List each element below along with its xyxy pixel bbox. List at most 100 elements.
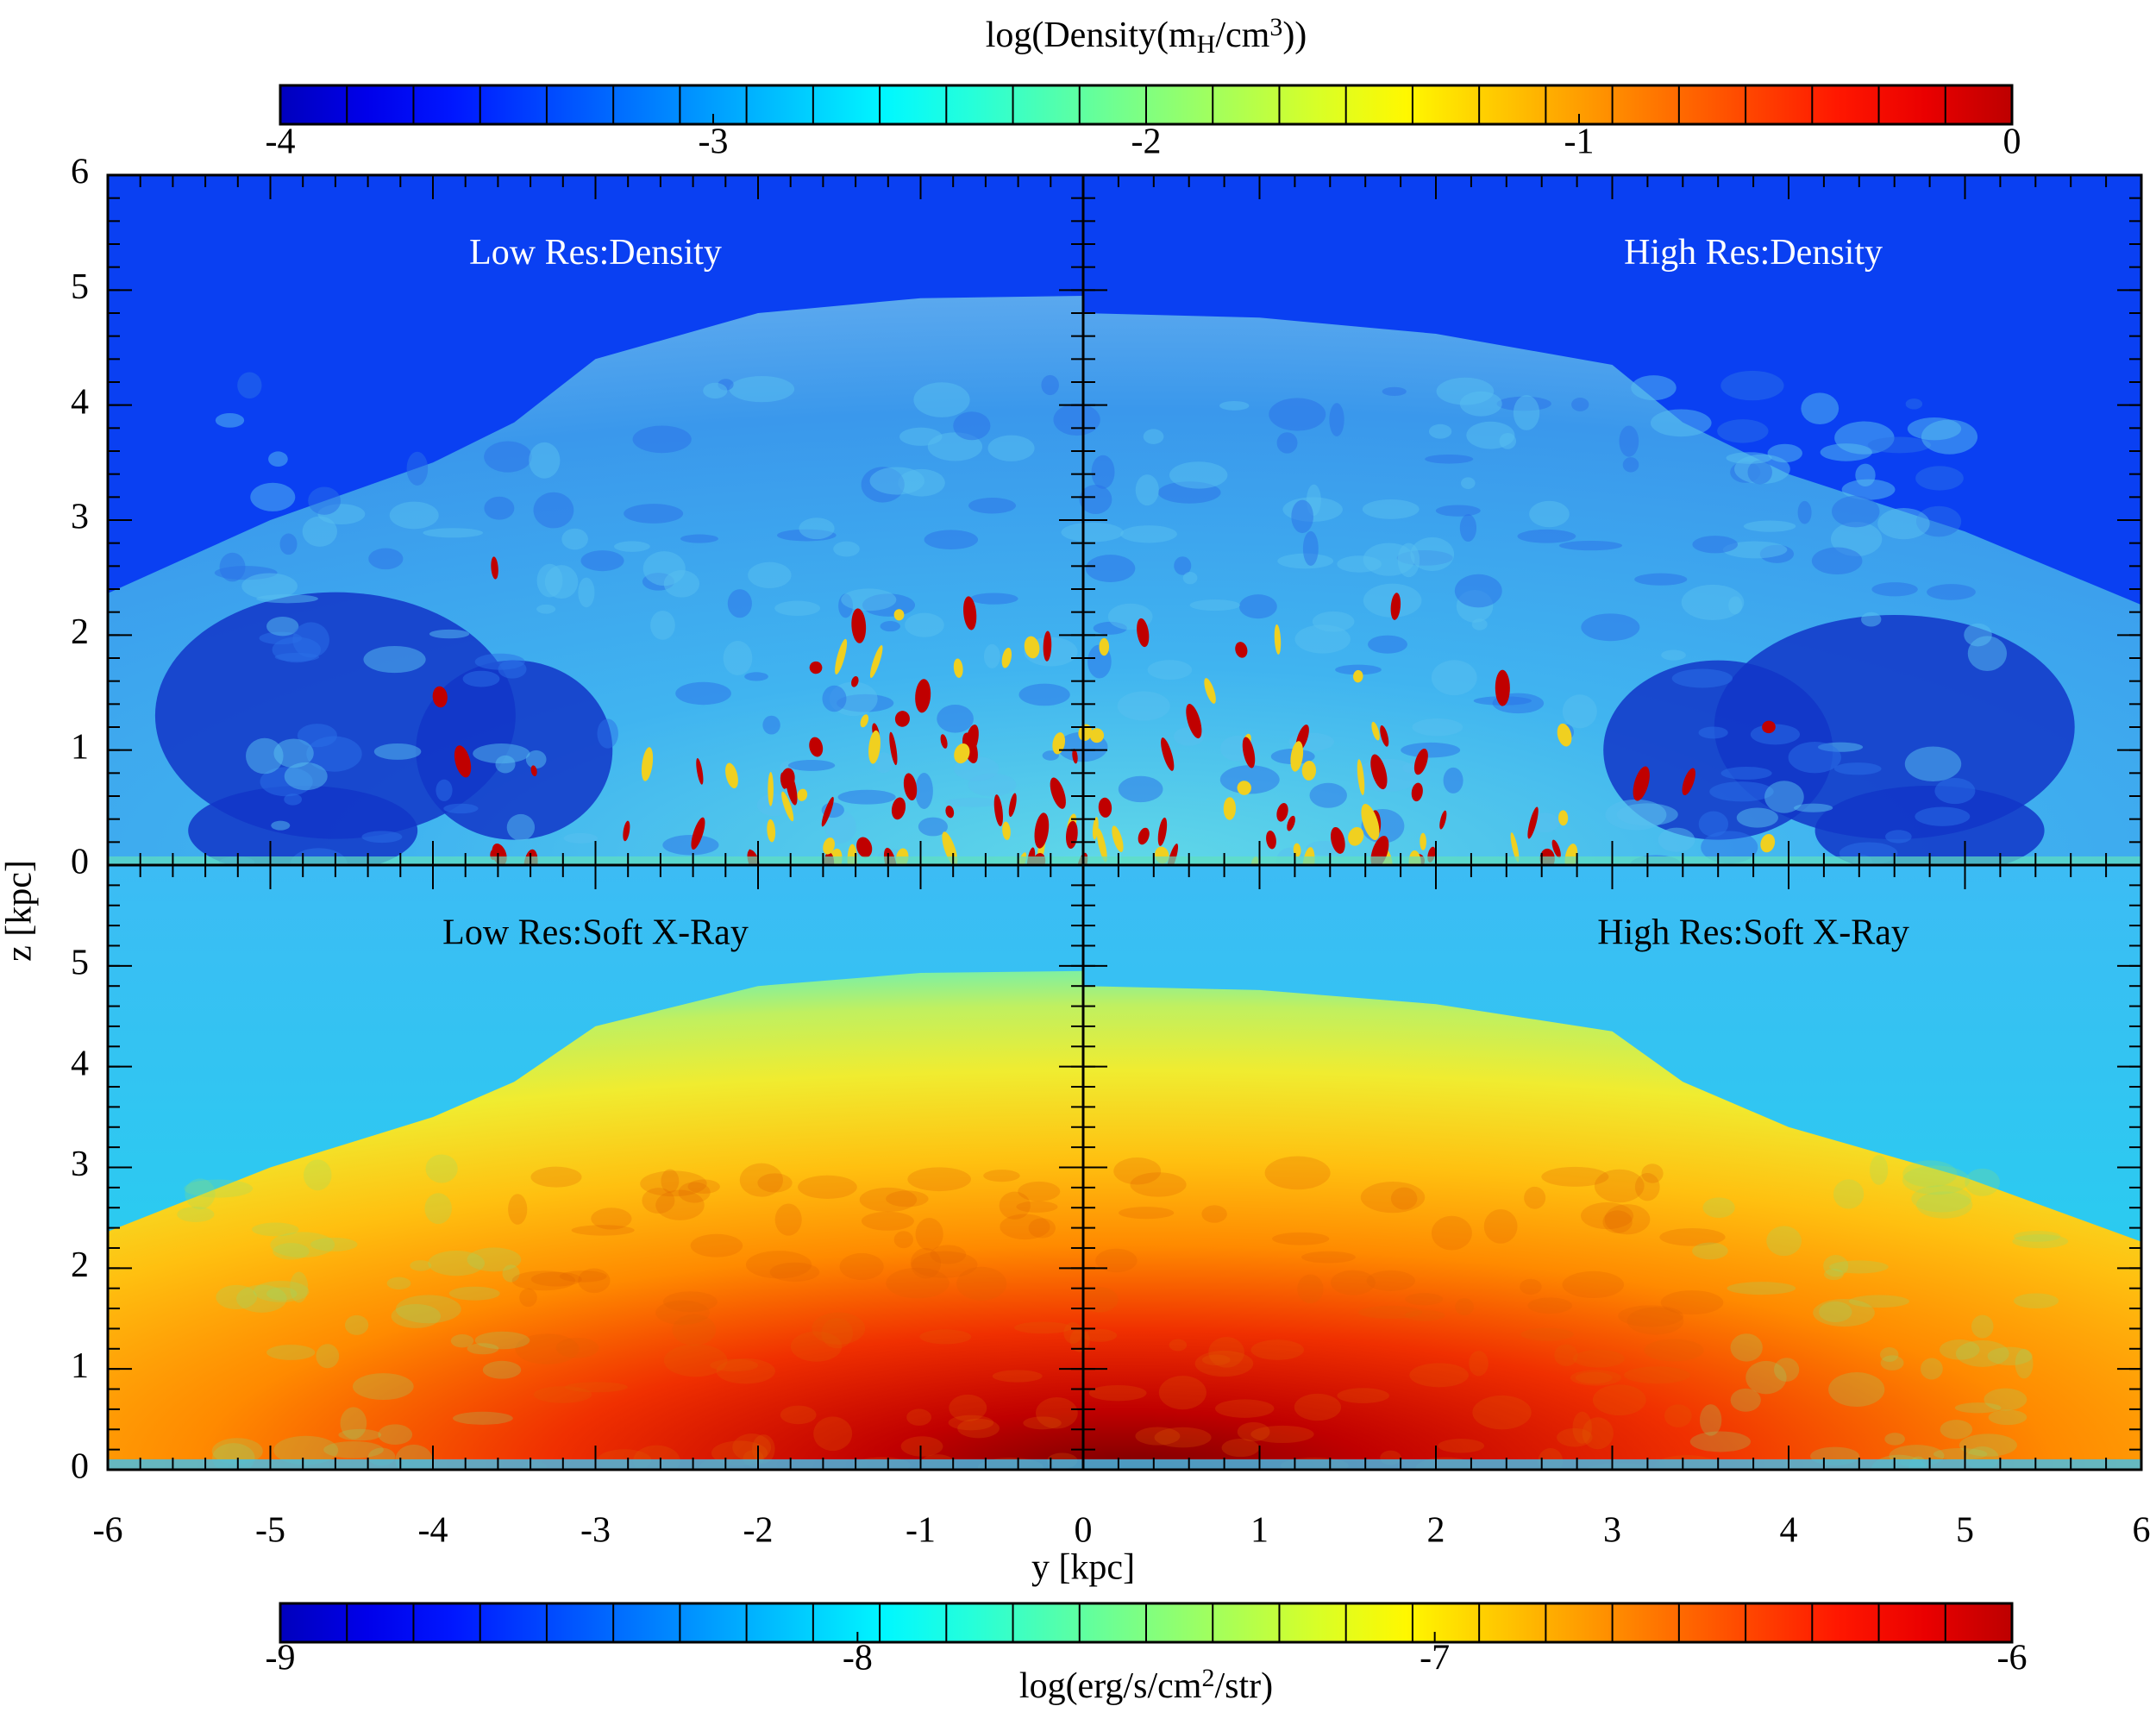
swirl [727, 589, 752, 618]
x-tick-label: -5 [255, 1511, 285, 1551]
swirl [703, 382, 728, 399]
swirl [1189, 599, 1240, 612]
texture [591, 1208, 632, 1230]
filament [1558, 810, 1569, 826]
texture [999, 1191, 1031, 1220]
filament [889, 731, 898, 766]
swirl [1904, 746, 1962, 782]
swirl [968, 498, 1016, 514]
texture [1250, 1339, 1304, 1360]
swirl [748, 561, 792, 589]
filament [530, 765, 537, 777]
x-tick-label: -4 [418, 1511, 448, 1551]
texture [1330, 1270, 1376, 1295]
texture [642, 1188, 675, 1214]
colorbar-frame [279, 1602, 2014, 1644]
swirl [256, 593, 318, 604]
filament [691, 817, 705, 850]
texture [1575, 1371, 1613, 1384]
filament [1557, 723, 1572, 747]
swirl [915, 773, 933, 809]
texture [739, 1163, 783, 1197]
texture [1069, 1328, 1090, 1352]
y-tick-label: 5 [71, 943, 89, 982]
filament [891, 797, 906, 820]
texture [310, 1237, 358, 1251]
swirl [1934, 778, 1976, 805]
colorbar-tick-label: -2 [1131, 122, 1162, 162]
texture [678, 1182, 711, 1203]
filament [1204, 678, 1216, 704]
swirl [1867, 436, 1932, 454]
texture [2014, 1293, 2059, 1309]
swirl [1436, 377, 1495, 405]
filament [1439, 810, 1447, 830]
texture [780, 1405, 817, 1425]
texture [1692, 1242, 1728, 1260]
swirl [1174, 556, 1192, 575]
texture [428, 1251, 486, 1276]
texture [957, 1418, 1000, 1439]
swirl [1428, 423, 1452, 439]
y-axis-label: z [kpc] [0, 860, 40, 962]
texture [687, 1179, 720, 1195]
swirl [1018, 683, 1070, 706]
filament [1276, 803, 1288, 822]
filament [725, 762, 738, 788]
colorbar-tick-label: -1 [1564, 122, 1595, 162]
swirl [924, 530, 979, 550]
swirl [1797, 500, 1812, 524]
filament [1510, 832, 1520, 862]
texture [911, 1251, 978, 1278]
texture [424, 1193, 452, 1225]
filament [1370, 754, 1388, 790]
texture [1902, 1165, 1971, 1195]
swirl [1698, 811, 1729, 837]
texture [1829, 1260, 1889, 1274]
label-part: log(Density(m [986, 16, 1197, 55]
texture [316, 1344, 340, 1369]
panel-label: Low Res:Density [469, 233, 722, 273]
texture [448, 1286, 500, 1301]
filament [945, 805, 955, 819]
texture [530, 1166, 582, 1188]
swirl [632, 425, 692, 454]
swirl [1698, 726, 1728, 739]
texture [474, 1331, 530, 1350]
texture [861, 1211, 914, 1231]
filament [823, 837, 835, 855]
swirl [1335, 664, 1382, 675]
texture [1297, 1274, 1324, 1304]
swirl [1767, 443, 1802, 463]
texture [1641, 1164, 1664, 1183]
swirl [969, 593, 1018, 605]
swirl [1454, 574, 1502, 608]
swirl [944, 797, 1002, 807]
texture [450, 1333, 474, 1348]
swirl [1513, 395, 1540, 430]
swirl [1650, 409, 1712, 437]
swirl [1182, 572, 1198, 585]
texture [1405, 1293, 1444, 1306]
swirl [1820, 443, 1872, 461]
filament [1380, 724, 1389, 747]
filament [1034, 812, 1050, 849]
texture [425, 1154, 458, 1183]
swirl [1885, 830, 1912, 844]
swirl [937, 705, 974, 733]
swirl [1907, 417, 1962, 441]
texture [216, 1284, 258, 1310]
texture [352, 1373, 414, 1401]
texture [519, 1288, 537, 1308]
texture [910, 1247, 942, 1279]
texture [663, 1344, 728, 1377]
swirl [1276, 432, 1298, 454]
filament [821, 796, 834, 827]
texture [1618, 1305, 1684, 1327]
swirl [869, 467, 925, 495]
filament [1760, 833, 1776, 853]
texture [1264, 1156, 1331, 1190]
texture [930, 1245, 967, 1264]
filament [835, 638, 848, 675]
texture [1158, 1375, 1206, 1410]
